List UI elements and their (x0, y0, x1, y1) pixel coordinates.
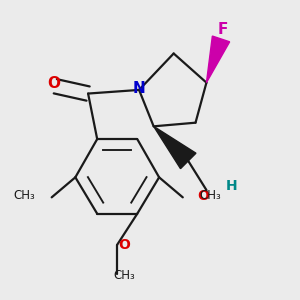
Text: O: O (197, 188, 209, 203)
Text: O: O (47, 76, 60, 91)
Polygon shape (206, 36, 230, 82)
Text: F: F (218, 22, 228, 37)
Text: O: O (118, 238, 130, 252)
Polygon shape (154, 126, 196, 169)
Text: H: H (226, 179, 238, 194)
Text: CH₃: CH₃ (199, 189, 221, 202)
Text: N: N (133, 81, 146, 96)
Text: CH₃: CH₃ (14, 189, 35, 202)
Text: CH₃: CH₃ (114, 269, 135, 282)
